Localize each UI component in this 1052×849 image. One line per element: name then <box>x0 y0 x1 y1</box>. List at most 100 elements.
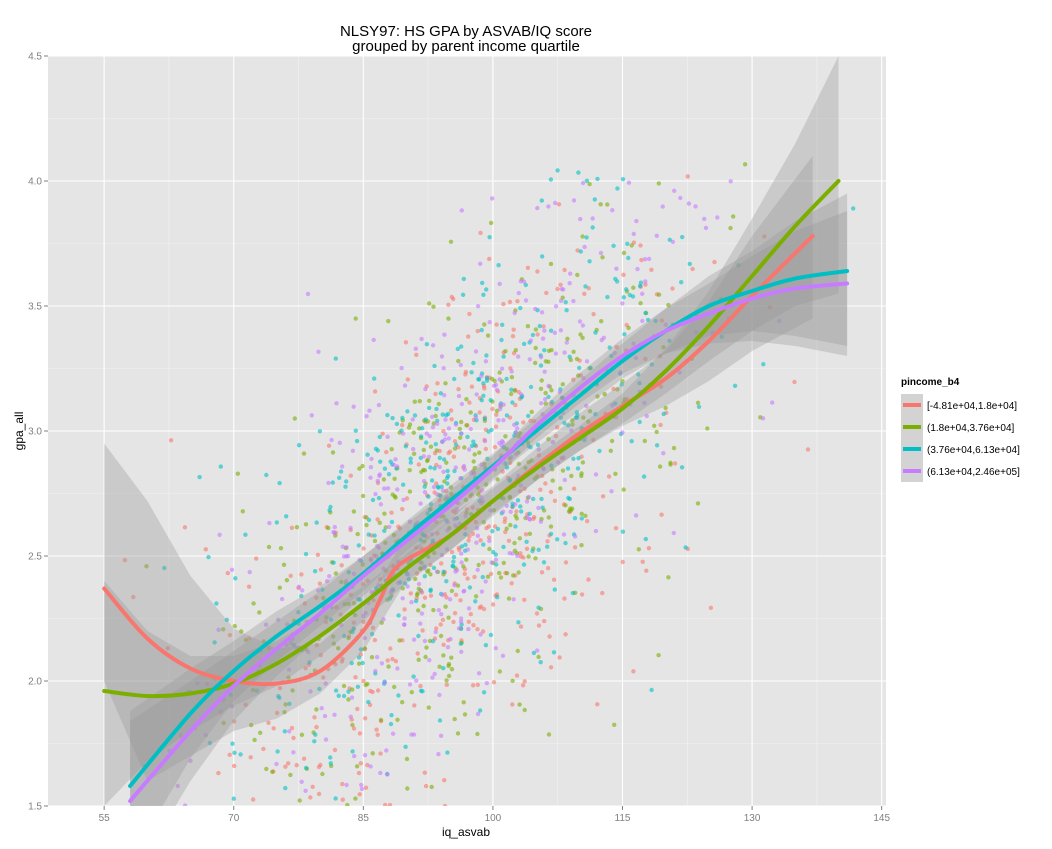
data-point <box>168 438 174 443</box>
data-point <box>731 214 736 219</box>
data-point <box>399 365 404 371</box>
data-point <box>326 480 331 486</box>
smooth-line <box>102 179 841 699</box>
data-point <box>424 440 429 445</box>
data-point <box>289 525 295 530</box>
data-point <box>680 234 685 240</box>
data-point <box>538 363 544 368</box>
data-point <box>355 531 360 537</box>
data-point <box>281 562 287 567</box>
data-point <box>538 386 544 391</box>
data-point <box>431 304 436 309</box>
data-point <box>413 346 418 351</box>
data-point <box>465 547 470 552</box>
data-point <box>457 426 462 432</box>
data-point <box>526 494 532 500</box>
data-point <box>473 599 478 604</box>
y-tick-label: 4.0 <box>28 177 42 188</box>
data-point <box>524 546 530 551</box>
data-point <box>377 473 382 479</box>
data-point <box>306 649 311 655</box>
data-point <box>468 612 473 617</box>
data-point <box>566 423 571 428</box>
data-point <box>422 770 427 775</box>
data-point <box>305 291 311 297</box>
data-point <box>546 394 551 400</box>
data-point <box>372 389 378 394</box>
data-point <box>518 279 523 284</box>
data-point <box>351 404 356 409</box>
data-point <box>356 661 362 666</box>
data-point <box>522 486 527 491</box>
data-point <box>500 469 505 474</box>
data-point <box>479 398 484 403</box>
data-point <box>445 520 450 525</box>
data-point <box>224 617 229 622</box>
data-point <box>586 286 591 291</box>
data-point <box>372 538 378 544</box>
data-point <box>622 332 627 337</box>
data-point <box>372 533 377 538</box>
data-point <box>645 317 651 323</box>
data-point <box>286 667 292 672</box>
data-point <box>288 772 293 778</box>
data-point <box>453 442 459 447</box>
data-point <box>480 499 486 504</box>
data-point <box>437 497 442 503</box>
data-point <box>355 684 361 689</box>
data-point <box>593 472 599 477</box>
data-point <box>312 569 318 574</box>
data-point <box>333 571 339 576</box>
data-point <box>266 720 271 725</box>
data-point <box>592 197 597 202</box>
data-point <box>549 463 554 468</box>
data-point <box>657 354 663 359</box>
data-point <box>719 334 724 340</box>
data-point <box>378 459 383 464</box>
data-point <box>232 623 237 629</box>
data-point <box>501 560 506 566</box>
data-point <box>376 402 382 408</box>
data-point <box>533 306 538 312</box>
data-point <box>643 356 648 362</box>
data-point <box>204 681 210 687</box>
data-point <box>356 543 361 548</box>
data-point <box>501 402 506 407</box>
data-point <box>515 299 520 304</box>
data-point <box>760 416 766 421</box>
data-point <box>495 477 500 482</box>
data-point <box>521 279 527 284</box>
data-point <box>528 384 534 390</box>
data-point <box>228 692 233 697</box>
data-point <box>286 761 291 766</box>
data-point <box>525 265 531 270</box>
data-point <box>538 355 544 360</box>
data-point <box>358 761 363 766</box>
data-point <box>518 305 523 311</box>
data-point <box>677 370 682 375</box>
data-point <box>362 753 368 758</box>
data-point <box>453 465 458 470</box>
data-point <box>555 286 560 292</box>
data-point <box>374 553 379 559</box>
data-point <box>620 529 626 534</box>
data-point <box>407 468 412 473</box>
data-point <box>533 556 538 561</box>
data-point <box>546 732 552 737</box>
data-point <box>427 398 432 403</box>
data-point <box>593 412 598 417</box>
data-point <box>477 605 482 610</box>
data-point <box>254 688 260 693</box>
data-point <box>851 206 856 211</box>
data-point <box>248 755 253 760</box>
data-point <box>446 316 451 321</box>
data-point <box>533 345 538 351</box>
data-point <box>343 484 348 489</box>
data-point <box>368 465 374 470</box>
data-point <box>600 590 605 596</box>
data-point <box>593 330 598 335</box>
data-point <box>476 377 481 382</box>
data-point <box>777 318 782 324</box>
data-point <box>332 747 338 753</box>
data-point <box>444 413 449 418</box>
